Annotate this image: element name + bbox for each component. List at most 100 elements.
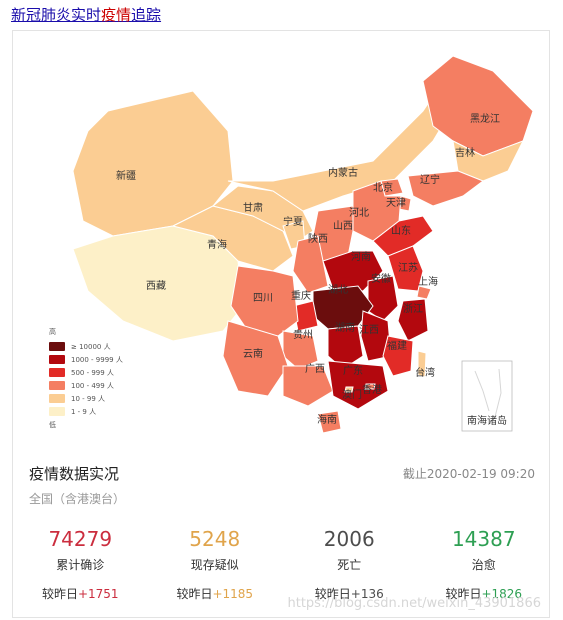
legend-item[interactable]: 500 - 999 人 [49, 366, 123, 379]
province-region[interactable] [360, 310, 392, 362]
province-label: 海南 [317, 413, 337, 426]
province-label: 澳门 [342, 388, 362, 401]
watermark: https://blog.csdn.net/weixin_43901866 [287, 596, 541, 611]
province-label: 湖北 [328, 284, 348, 296]
link-text-highlight: 疫情 [101, 6, 132, 24]
legend-item[interactable]: 1000 - 9999 人 [49, 353, 123, 366]
province-label: 湖南 [335, 321, 355, 334]
stats-row: 74279 累计确诊 较昨日+1751 5248 现存疑似 较昨日+1185 2… [13, 526, 551, 602]
legend-swatch [49, 394, 65, 403]
legend-label: 1000 - 9999 人 [71, 355, 123, 364]
province-label: 上海 [418, 275, 438, 288]
province-label: 天津 [386, 197, 406, 209]
stat-compare: 较昨日+1826 [417, 585, 552, 602]
legend-swatch [49, 368, 65, 377]
province-label: 安徽 [371, 272, 391, 285]
page-title-link[interactable]: 新冠肺炎实时疫情追踪 [11, 4, 161, 25]
province-region[interactable] [292, 235, 329, 294]
compare-prefix: 较昨日 [314, 587, 351, 601]
south-sea-label: 南海诸岛 [467, 414, 507, 427]
stat-compare: 较昨日+136 [282, 585, 417, 602]
stat-delta: +1826 [481, 587, 523, 601]
legend-item[interactable]: 100 - 499 人 [49, 379, 123, 392]
province-label: 江苏 [398, 261, 418, 274]
province-region[interactable] [344, 386, 354, 393]
stat-confirmed: 74279 累计确诊 较昨日+1751 [13, 526, 148, 602]
legend-high-caption: 高 [49, 328, 56, 336]
province-region[interactable] [352, 180, 402, 242]
stat-delta: +136 [350, 587, 384, 601]
province-region[interactable] [416, 285, 432, 300]
link-text-after: 追踪 [131, 6, 162, 24]
deadline-text: 截止2020-02-19 09:20 [402, 467, 535, 481]
stat-dead: 2006 死亡 较昨日+136 [282, 526, 417, 602]
legend-label: 500 - 999 人 [71, 368, 114, 377]
province-label: 浙江 [403, 303, 423, 315]
province-label: 贵州 [293, 328, 313, 341]
province-region[interactable] [282, 365, 334, 407]
province-label: 黑龙江 [470, 112, 500, 125]
legend-swatch [49, 407, 65, 416]
stat-label: 现存疑似 [190, 558, 239, 572]
province-region[interactable] [417, 350, 427, 378]
stat-label: 死亡 [337, 558, 362, 572]
province-region[interactable] [382, 335, 414, 377]
province-label: 辽宁 [420, 173, 440, 186]
legend-swatch [49, 355, 65, 364]
south-sea-inset: 南海诸岛 [461, 360, 513, 432]
link-text-before: 新冠肺炎实时 [11, 6, 102, 24]
stat-delta: +1185 [212, 587, 254, 601]
province-label: 江西 [359, 324, 379, 336]
province-label: 河北 [349, 207, 369, 219]
province-region[interactable] [230, 265, 299, 337]
epidemic-card: 新疆 西藏 青海 甘肃 内蒙古 黑龙江 吉林 辽宁 北京 天津 河北 山西 宁夏 陕西 山东 河南 江苏 安徽 上海… [12, 30, 550, 618]
province-label: 甘肃 [243, 201, 263, 214]
legend-swatch [49, 342, 65, 351]
province-region[interactable] [397, 298, 429, 342]
legend-item[interactable]: ≥ 10000 人 [49, 340, 123, 353]
province-label: 香港 [362, 384, 382, 396]
province-label: 陕西 [308, 232, 328, 245]
china-map: 新疆 西藏 青海 甘肃 内蒙古 黑龙江 吉林 辽宁 北京 天津 河北 山西 宁夏 陕西 山东 河南 江苏 安徽 上海… [13, 31, 551, 451]
province-label: 内蒙古 [328, 166, 358, 179]
province-label: 四川 [253, 293, 273, 304]
province-label: 云南 [243, 347, 263, 360]
stat-value: 74279 [48, 527, 113, 551]
province-region[interactable] [317, 410, 342, 434]
province-label: 重庆 [291, 289, 311, 302]
province-label: 山东 [391, 224, 411, 237]
legend-label: 1 - 9 人 [71, 407, 97, 416]
compare-prefix: 较昨日 [445, 587, 482, 601]
province-label: 新疆 [116, 169, 136, 182]
legend-low-caption: 低 [49, 421, 56, 429]
compare-prefix: 较昨日 [41, 587, 78, 601]
legend-swatch [49, 381, 65, 390]
province-region[interactable] [327, 360, 389, 410]
stat-label: 累计确诊 [56, 558, 105, 572]
summary-title: 疫情数据实况 [29, 465, 120, 483]
province-label: 河南 [351, 250, 371, 263]
province-region[interactable] [364, 383, 376, 390]
province-region[interactable] [222, 320, 289, 397]
province-region[interactable] [407, 170, 485, 207]
stat-suspected: 5248 现存疑似 较昨日+1185 [148, 526, 283, 602]
legend-item[interactable]: 10 - 99 人 [49, 392, 123, 405]
province-label: 广东 [343, 364, 363, 377]
legend-item[interactable]: 1 - 9 人 [49, 405, 123, 418]
province-region[interactable] [327, 325, 364, 370]
province-label: 福建 [387, 339, 407, 352]
province-label: 广西 [305, 363, 325, 375]
stat-compare: 较昨日+1751 [13, 585, 148, 602]
map-legend: 高 ≥ 10000 人 1000 - 9999 人 500 - 999 人 100 -… [49, 327, 123, 430]
stat-label: 治愈 [471, 558, 496, 572]
compare-prefix: 较昨日 [176, 587, 213, 601]
legend-label: 10 - 99 人 [71, 394, 106, 403]
stat-value: 5248 [189, 527, 241, 551]
province-label: 北京 [373, 181, 393, 194]
province-region[interactable] [422, 55, 534, 157]
stat-delta: +1751 [77, 587, 119, 601]
stat-value: 14387 [451, 527, 516, 551]
stat-cured: 14387 治愈 较昨日+1826 [417, 526, 552, 602]
province-region[interactable] [387, 245, 424, 292]
stat-compare: 较昨日+1185 [148, 585, 283, 602]
